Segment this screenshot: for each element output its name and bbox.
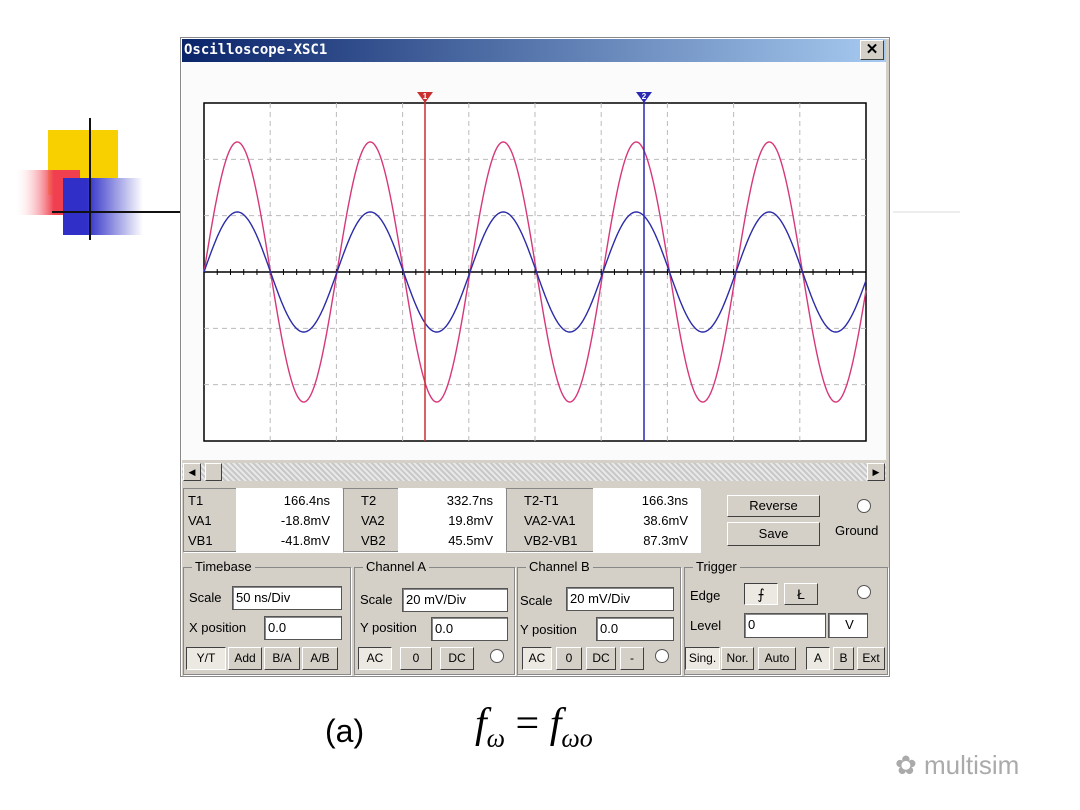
- readout-value: 38.6mV: [643, 513, 688, 528]
- channel-a-group: [354, 567, 515, 675]
- readout-value: -41.8mV: [280, 533, 330, 548]
- formula-sub: ωo: [561, 723, 593, 753]
- readout-value: -18.8mV: [280, 513, 330, 528]
- readout-label: VB2: [361, 533, 386, 548]
- close-button[interactable]: ✕: [860, 40, 884, 60]
- deco-square: [48, 130, 118, 195]
- channel-b-position[interactable]: 0.0: [596, 617, 674, 641]
- readout-value: 45.5mV: [448, 533, 493, 548]
- ground-label: Ground: [835, 523, 879, 538]
- mode-button[interactable]: B: [833, 647, 854, 670]
- window-title: Oscilloscope-XSC1: [184, 42, 328, 58]
- falling-edge-button[interactable]: Ł: [784, 583, 818, 605]
- mode-button[interactable]: A: [806, 647, 830, 670]
- readout-values-bg: [593, 488, 700, 552]
- coupling-radio[interactable]: [655, 649, 669, 663]
- readout-label: VA2-VA1: [524, 513, 576, 528]
- timebase-group: [183, 567, 351, 675]
- watermark: ✿ multisim: [895, 750, 1020, 780]
- formula-f: f: [549, 701, 562, 747]
- label: Scale: [189, 590, 222, 605]
- mode-button[interactable]: Y/T: [186, 647, 226, 670]
- title-bar: [182, 39, 886, 62]
- mode-button[interactable]: Sing.: [685, 647, 720, 670]
- deco-square: [14, 170, 80, 215]
- formula: fω = fωo: [475, 700, 593, 753]
- mode-button[interactable]: Add: [228, 647, 262, 670]
- label: X position: [189, 620, 247, 635]
- mode-button[interactable]: -: [620, 647, 644, 670]
- caption: (a): [325, 713, 365, 749]
- readout-value: 87.3mV: [643, 533, 688, 548]
- formula-f: f: [475, 701, 487, 747]
- ground-radio[interactable]: [857, 499, 871, 513]
- mode-button[interactable]: 0: [400, 647, 432, 670]
- label: Scale: [360, 592, 393, 607]
- readout-label: T2-T1: [524, 493, 559, 508]
- trigger-level[interactable]: 0: [744, 613, 826, 638]
- mode-button[interactable]: AC: [358, 647, 392, 670]
- readout-value: 332.7ns: [446, 493, 493, 508]
- channel-b-scale[interactable]: 20 mV/Div: [566, 587, 674, 611]
- readout-value: 166.4ns: [283, 493, 330, 508]
- reverse-button[interactable]: Reverse: [727, 495, 820, 517]
- group-title: Trigger: [693, 559, 740, 574]
- display-area: [182, 62, 886, 460]
- readout-label: VB2-VB1: [524, 533, 578, 548]
- scroll-right[interactable]: ▶: [867, 463, 885, 481]
- deco-square: [63, 178, 143, 235]
- trigger-radio[interactable]: [857, 585, 871, 599]
- channel-a-scale[interactable]: 20 mV/Div: [402, 588, 508, 612]
- mode-button[interactable]: 0: [556, 647, 582, 670]
- mode-button[interactable]: AC: [522, 647, 552, 670]
- mode-button[interactable]: Auto: [758, 647, 796, 670]
- label: Edge: [690, 588, 721, 603]
- readout-values-bg: [398, 488, 505, 552]
- label: Scale: [520, 593, 553, 608]
- label: Y position: [520, 622, 577, 637]
- readout-label: T1: [188, 493, 204, 508]
- mode-button[interactable]: B/A: [264, 647, 300, 670]
- rising-edge-button[interactable]: ⨍: [744, 583, 778, 605]
- x-position[interactable]: 0.0: [264, 616, 342, 640]
- readout-label: VA1: [188, 513, 212, 528]
- readout-value: 166.3ns: [641, 493, 688, 508]
- label: Y position: [360, 620, 417, 635]
- group-title: Channel A: [363, 559, 429, 574]
- channel-a-position[interactable]: 0.0: [431, 617, 508, 641]
- mode-button[interactable]: DC: [440, 647, 474, 670]
- scroll-left[interactable]: ◀: [183, 463, 201, 481]
- scrollbar[interactable]: [182, 463, 886, 481]
- trigger-group: [684, 567, 888, 675]
- mode-button[interactable]: Nor.: [721, 647, 754, 670]
- coupling-radio[interactable]: [490, 649, 504, 663]
- readout-values-bg: [236, 488, 342, 552]
- scroll-thumb[interactable]: [205, 463, 222, 481]
- mode-button[interactable]: A/B: [302, 647, 338, 670]
- mode-button[interactable]: Ext: [857, 647, 885, 670]
- mode-button[interactable]: DC: [586, 647, 616, 670]
- readout-label: VB1: [188, 533, 213, 548]
- readout-value: 19.8mV: [448, 513, 493, 528]
- formula-eq: =: [515, 701, 540, 747]
- channel-b-group: [517, 567, 681, 675]
- group-title: Channel B: [526, 559, 593, 574]
- watermark-text: multisim: [924, 750, 1020, 780]
- group-title: Timebase: [192, 559, 255, 574]
- trigger-unit[interactable]: V: [828, 613, 868, 638]
- timebase-scale[interactable]: 50 ns/Div: [232, 586, 342, 610]
- formula-sub: ω: [486, 723, 506, 753]
- readout-label: VA2: [361, 513, 385, 528]
- save-button[interactable]: Save: [727, 522, 820, 546]
- readout-label: T2: [361, 493, 377, 508]
- label: Level: [690, 618, 722, 633]
